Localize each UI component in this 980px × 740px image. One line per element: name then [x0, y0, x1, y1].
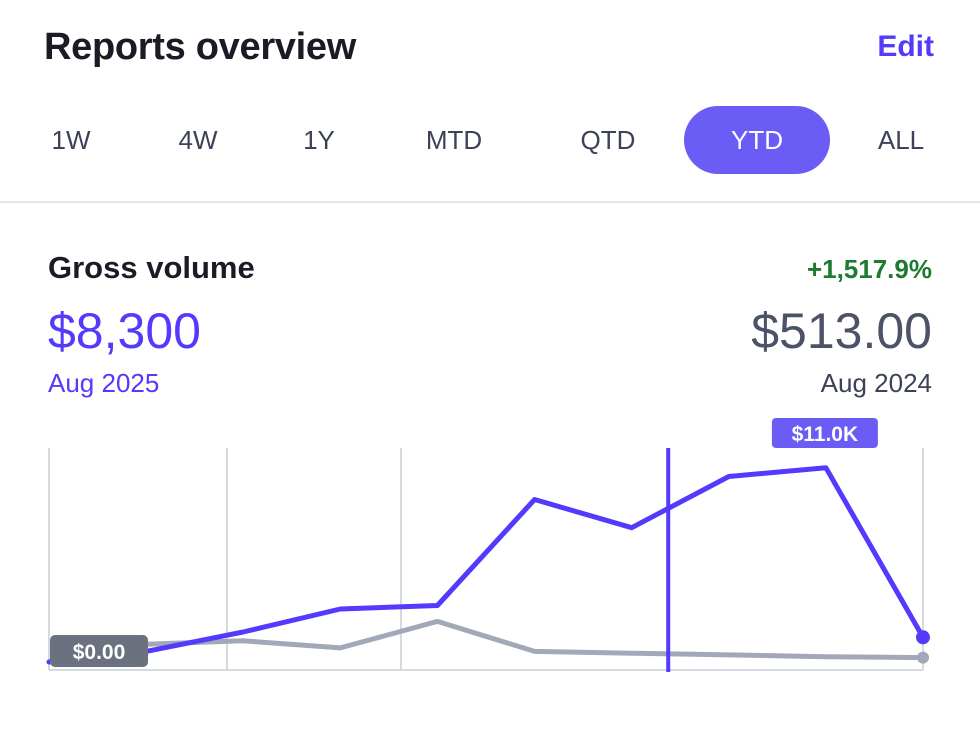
metric-label: Gross volume [48, 250, 255, 285]
tab-all[interactable]: ALL [877, 125, 925, 155]
comparison-series-line [46, 618, 926, 665]
period-tabs: 1W 4W 1Y MTD QTD YTD ALL [0, 106, 980, 176]
current-period: Aug 2025 [48, 368, 160, 398]
tab-1y[interactable]: 1Y [303, 125, 335, 155]
page-title: Reports overview [44, 26, 356, 68]
compare-period: Aug 2024 [820, 368, 932, 398]
peak-value-label: $11.0K [792, 423, 859, 446]
current-value: $8,300 [48, 303, 201, 359]
tab-qtd[interactable]: QTD [580, 125, 636, 155]
start-value-badge: $0.00 [50, 635, 148, 667]
gross-volume-chart[interactable]: $11.0K $0.00 [0, 410, 980, 700]
tab-ytd[interactable]: YTD [684, 106, 830, 174]
header: Reports overview Edit [0, 0, 980, 100]
peak-value-badge: $11.0K [771, 418, 878, 448]
start-value-label: $0.00 [73, 641, 126, 664]
tab-mtd[interactable]: MTD [425, 125, 483, 155]
divider [0, 201, 980, 203]
comparison-series-end-point [917, 651, 929, 664]
percent-change: +1,517.9% [806, 254, 932, 284]
current-series-end-point [916, 630, 930, 645]
tab-4w[interactable]: 4W [178, 125, 218, 155]
tab-1w[interactable]: 1W [51, 125, 91, 155]
edit-button[interactable]: Edit [877, 30, 934, 63]
compare-value: $513.00 [751, 303, 932, 359]
current-series-line [46, 465, 926, 665]
